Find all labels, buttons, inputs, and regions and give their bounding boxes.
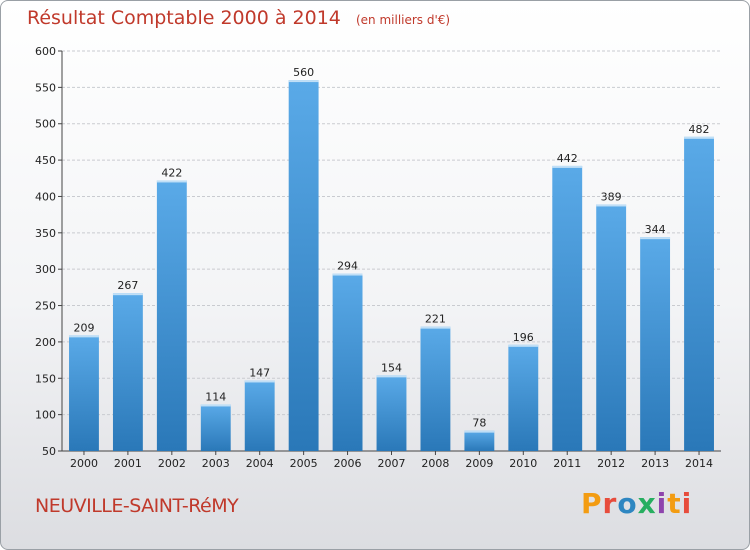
data-label: 422: [161, 166, 182, 179]
data-label: 482: [689, 123, 710, 136]
bar: [69, 335, 99, 451]
bar-highlight: [464, 430, 495, 433]
x-tick-label: 2000: [70, 457, 98, 470]
brand-letter: r: [602, 487, 618, 520]
bar: [332, 273, 363, 451]
bar-highlight: [332, 273, 363, 276]
brand-letter: t: [667, 487, 682, 520]
x-tick-label: 2007: [378, 457, 406, 470]
y-tick-label: 50: [42, 445, 56, 458]
brand-letter: o: [617, 487, 638, 520]
data-label: 294: [337, 260, 358, 273]
data-label: 442: [557, 152, 578, 165]
x-tick-label: 2013: [641, 457, 669, 470]
bar-highlight: [508, 344, 539, 347]
y-tick-label: 300: [35, 263, 56, 276]
bar: [596, 204, 627, 451]
bar: [684, 136, 714, 451]
x-tick-label: 2011: [553, 457, 581, 470]
bar-highlight: [244, 380, 275, 383]
chart-title-block: Résultat Comptable 2000 à 2014 (en milli…: [27, 7, 450, 29]
bar: [288, 80, 319, 451]
y-tick-label: 150: [35, 372, 56, 385]
bar-highlight: [69, 335, 99, 338]
bar-highlight: [596, 204, 627, 207]
data-label: 267: [117, 279, 138, 292]
y-tick-label: 100: [35, 409, 56, 422]
bar-highlight: [200, 404, 231, 407]
bar: [376, 375, 407, 451]
data-label: 344: [645, 223, 666, 236]
x-tick-label: 2012: [597, 457, 625, 470]
data-label: 196: [513, 331, 534, 344]
x-tick-label: 2002: [158, 457, 186, 470]
data-label: 154: [381, 361, 402, 374]
bar-highlight: [288, 80, 319, 83]
bar: [640, 237, 671, 451]
bar: [508, 344, 539, 451]
brand-letter: i: [656, 487, 668, 520]
x-tick-label: 2010: [509, 457, 537, 470]
brand-letter: i: [681, 487, 693, 520]
data-label: 209: [73, 321, 94, 334]
x-tick-label: 2006: [334, 457, 362, 470]
bar: [464, 430, 495, 451]
bar: [244, 380, 275, 451]
bar: [112, 293, 143, 451]
brand-logo: Proxiti: [581, 487, 692, 520]
data-label: 114: [205, 390, 226, 403]
y-tick-label: 450: [35, 154, 56, 167]
bar-highlight: [640, 237, 671, 240]
y-tick-label: 200: [35, 336, 56, 349]
x-tick-label: 2003: [202, 457, 230, 470]
chart-subtitle: (en milliers d'€): [355, 13, 451, 27]
data-label: 560: [293, 66, 314, 79]
data-label: 221: [425, 313, 446, 326]
x-tick-label: 2001: [114, 457, 142, 470]
y-tick-label: 550: [35, 81, 56, 94]
y-tick-label: 600: [35, 45, 56, 58]
data-label: 78: [472, 417, 486, 430]
bar: [200, 404, 231, 451]
bar-highlight: [156, 180, 187, 183]
y-tick-label: 250: [35, 300, 56, 313]
x-tick-label: 2005: [290, 457, 318, 470]
bar-highlight: [112, 293, 143, 296]
bar-highlight: [684, 136, 714, 139]
brand-letter: x: [637, 487, 657, 520]
bar: [156, 180, 187, 452]
town-name: NEUVILLE-SAINT-RéMY: [35, 495, 239, 517]
bar: [552, 165, 583, 451]
bar-highlight: [552, 165, 583, 168]
y-tick-label: 500: [35, 118, 56, 131]
y-tick-label: 400: [35, 190, 56, 203]
x-tick-label: 2014: [685, 457, 713, 470]
x-tick-label: 2009: [465, 457, 493, 470]
x-tick-label: 2008: [421, 457, 449, 470]
y-tick-label: 350: [35, 227, 56, 240]
brand-letter: P: [581, 487, 603, 520]
bar-highlight: [420, 326, 451, 329]
bar: [420, 326, 451, 451]
data-label: 147: [249, 366, 270, 379]
data-label: 389: [601, 190, 622, 203]
x-tick-label: 2004: [246, 457, 274, 470]
bar-highlight: [376, 375, 407, 378]
chart-title: Résultat Comptable 2000 à 2014: [27, 7, 341, 29]
